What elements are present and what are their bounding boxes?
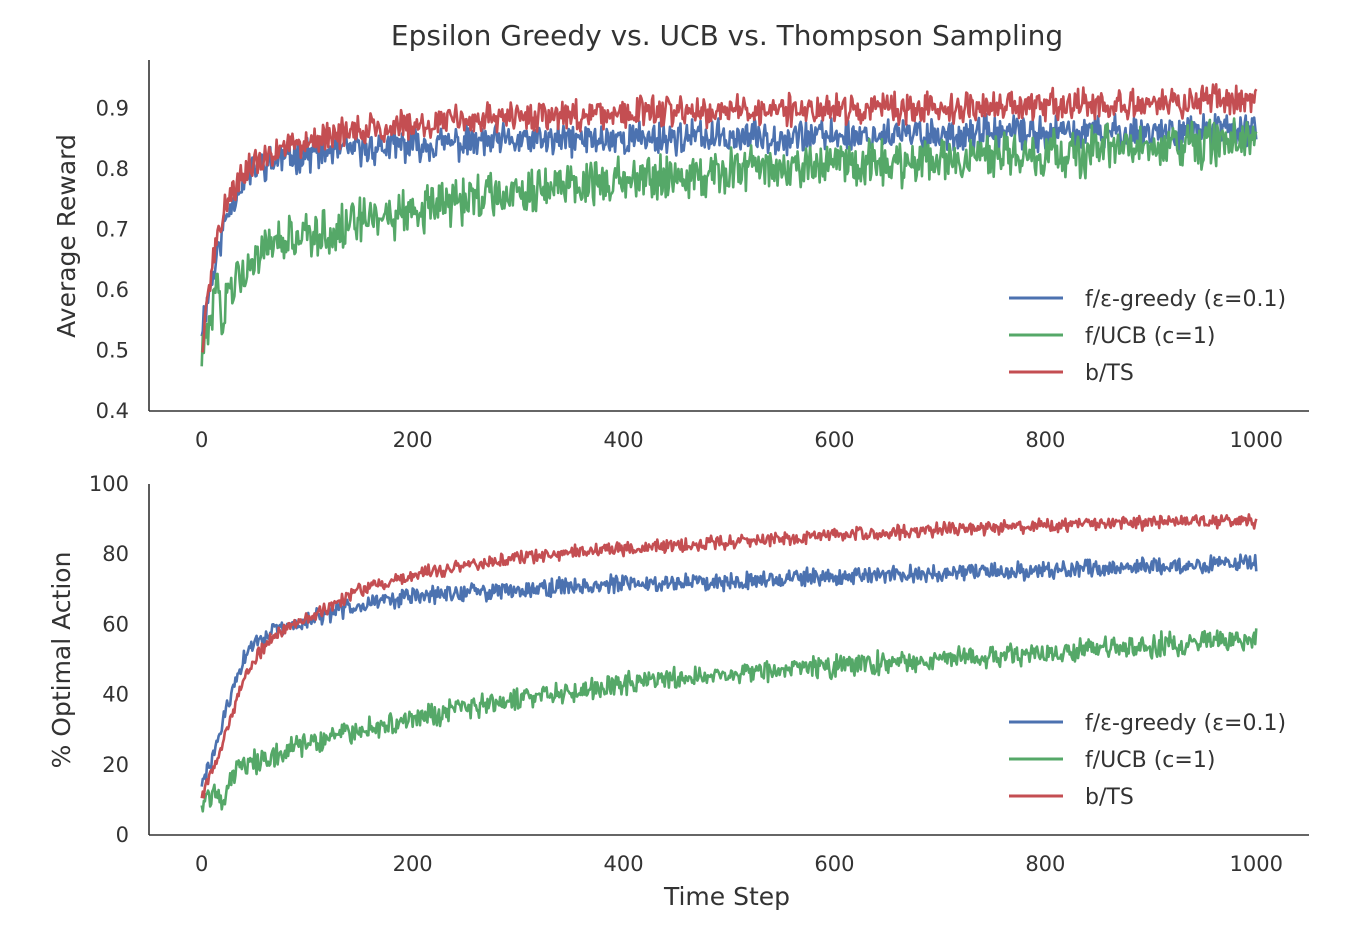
y-tick-label: 60 — [102, 612, 129, 636]
y-tick-label: 0.5 — [96, 338, 129, 362]
x-tick-label: 400 — [603, 852, 643, 876]
series-line-1 — [200, 628, 1258, 813]
x-tick-label: 1000 — [1230, 428, 1283, 452]
x-tick-label: 200 — [393, 852, 433, 876]
legend: f/ε-greedy (ε=0.1) f/UCB (c=1) b/TS — [1009, 711, 1286, 810]
legend-label-1: f/UCB (c=1) — [1085, 324, 1215, 349]
top-plot-area: 0 200 400 600 800 1000 0.4 0.5 0.6 0.7 0.8 0.9 f/ε-g… — [96, 60, 1309, 452]
y-tick-label: 0.8 — [96, 157, 129, 181]
y-tick-label: 40 — [102, 683, 129, 707]
x-tick-label: 600 — [814, 852, 854, 876]
y-tick-label: 100 — [89, 472, 129, 496]
x-tick-label: 400 — [603, 428, 643, 452]
y-tick-label: 0.7 — [96, 217, 129, 241]
bottom-plot-area: 0 200 400 600 800 1000 0 20 40 60 80 100 f/ε-greedy … — [89, 472, 1309, 876]
x-tick-label: 200 — [393, 428, 433, 452]
legend-label-0: f/ε-greedy (ε=0.1) — [1085, 711, 1286, 736]
y-tick-label: 0 — [116, 823, 129, 847]
y-tick-label: 80 — [102, 542, 129, 566]
y-tick-label: 0.6 — [96, 278, 129, 302]
x-tick-label: 0 — [195, 428, 208, 452]
series-line-0 — [200, 553, 1258, 787]
y-tick-label: 0.4 — [96, 399, 129, 423]
x-axis-label-time-step: Time Step — [663, 882, 790, 911]
bottom-subplot: Time Step % Optimal Action 0 200 400 600 800… — [47, 472, 1309, 911]
legend-label-2: b/TS — [1085, 785, 1134, 810]
series-line-0 — [200, 112, 1258, 337]
x-tick-label: 1000 — [1230, 852, 1283, 876]
x-tick-label: 800 — [1025, 428, 1065, 452]
y-tick-label: 0.9 — [96, 96, 129, 120]
legend-label-0: f/ε-greedy (ε=0.1) — [1085, 287, 1286, 312]
y-tick-label: 20 — [102, 753, 129, 777]
legend-label-2: b/TS — [1085, 361, 1134, 386]
top-subplot: Epsilon Greedy vs. UCB vs. Thompson Samp… — [52, 19, 1309, 452]
x-tick-label: 600 — [814, 428, 854, 452]
x-tick-label: 0 — [195, 852, 208, 876]
y-axis-label-reward: Average Reward — [52, 134, 81, 338]
series-line-2 — [200, 83, 1258, 353]
series-line-1 — [200, 117, 1258, 367]
legend-label-1: f/UCB (c=1) — [1085, 748, 1215, 773]
x-tick-label: 800 — [1025, 852, 1065, 876]
legend: f/ε-greedy (ε=0.1) f/UCB (c=1) b/TS — [1009, 287, 1286, 386]
chart-title: Epsilon Greedy vs. UCB vs. Thompson Samp… — [391, 19, 1063, 52]
y-axis-label-optimal-action: % Optimal Action — [47, 552, 76, 769]
series-line-2 — [200, 513, 1258, 799]
